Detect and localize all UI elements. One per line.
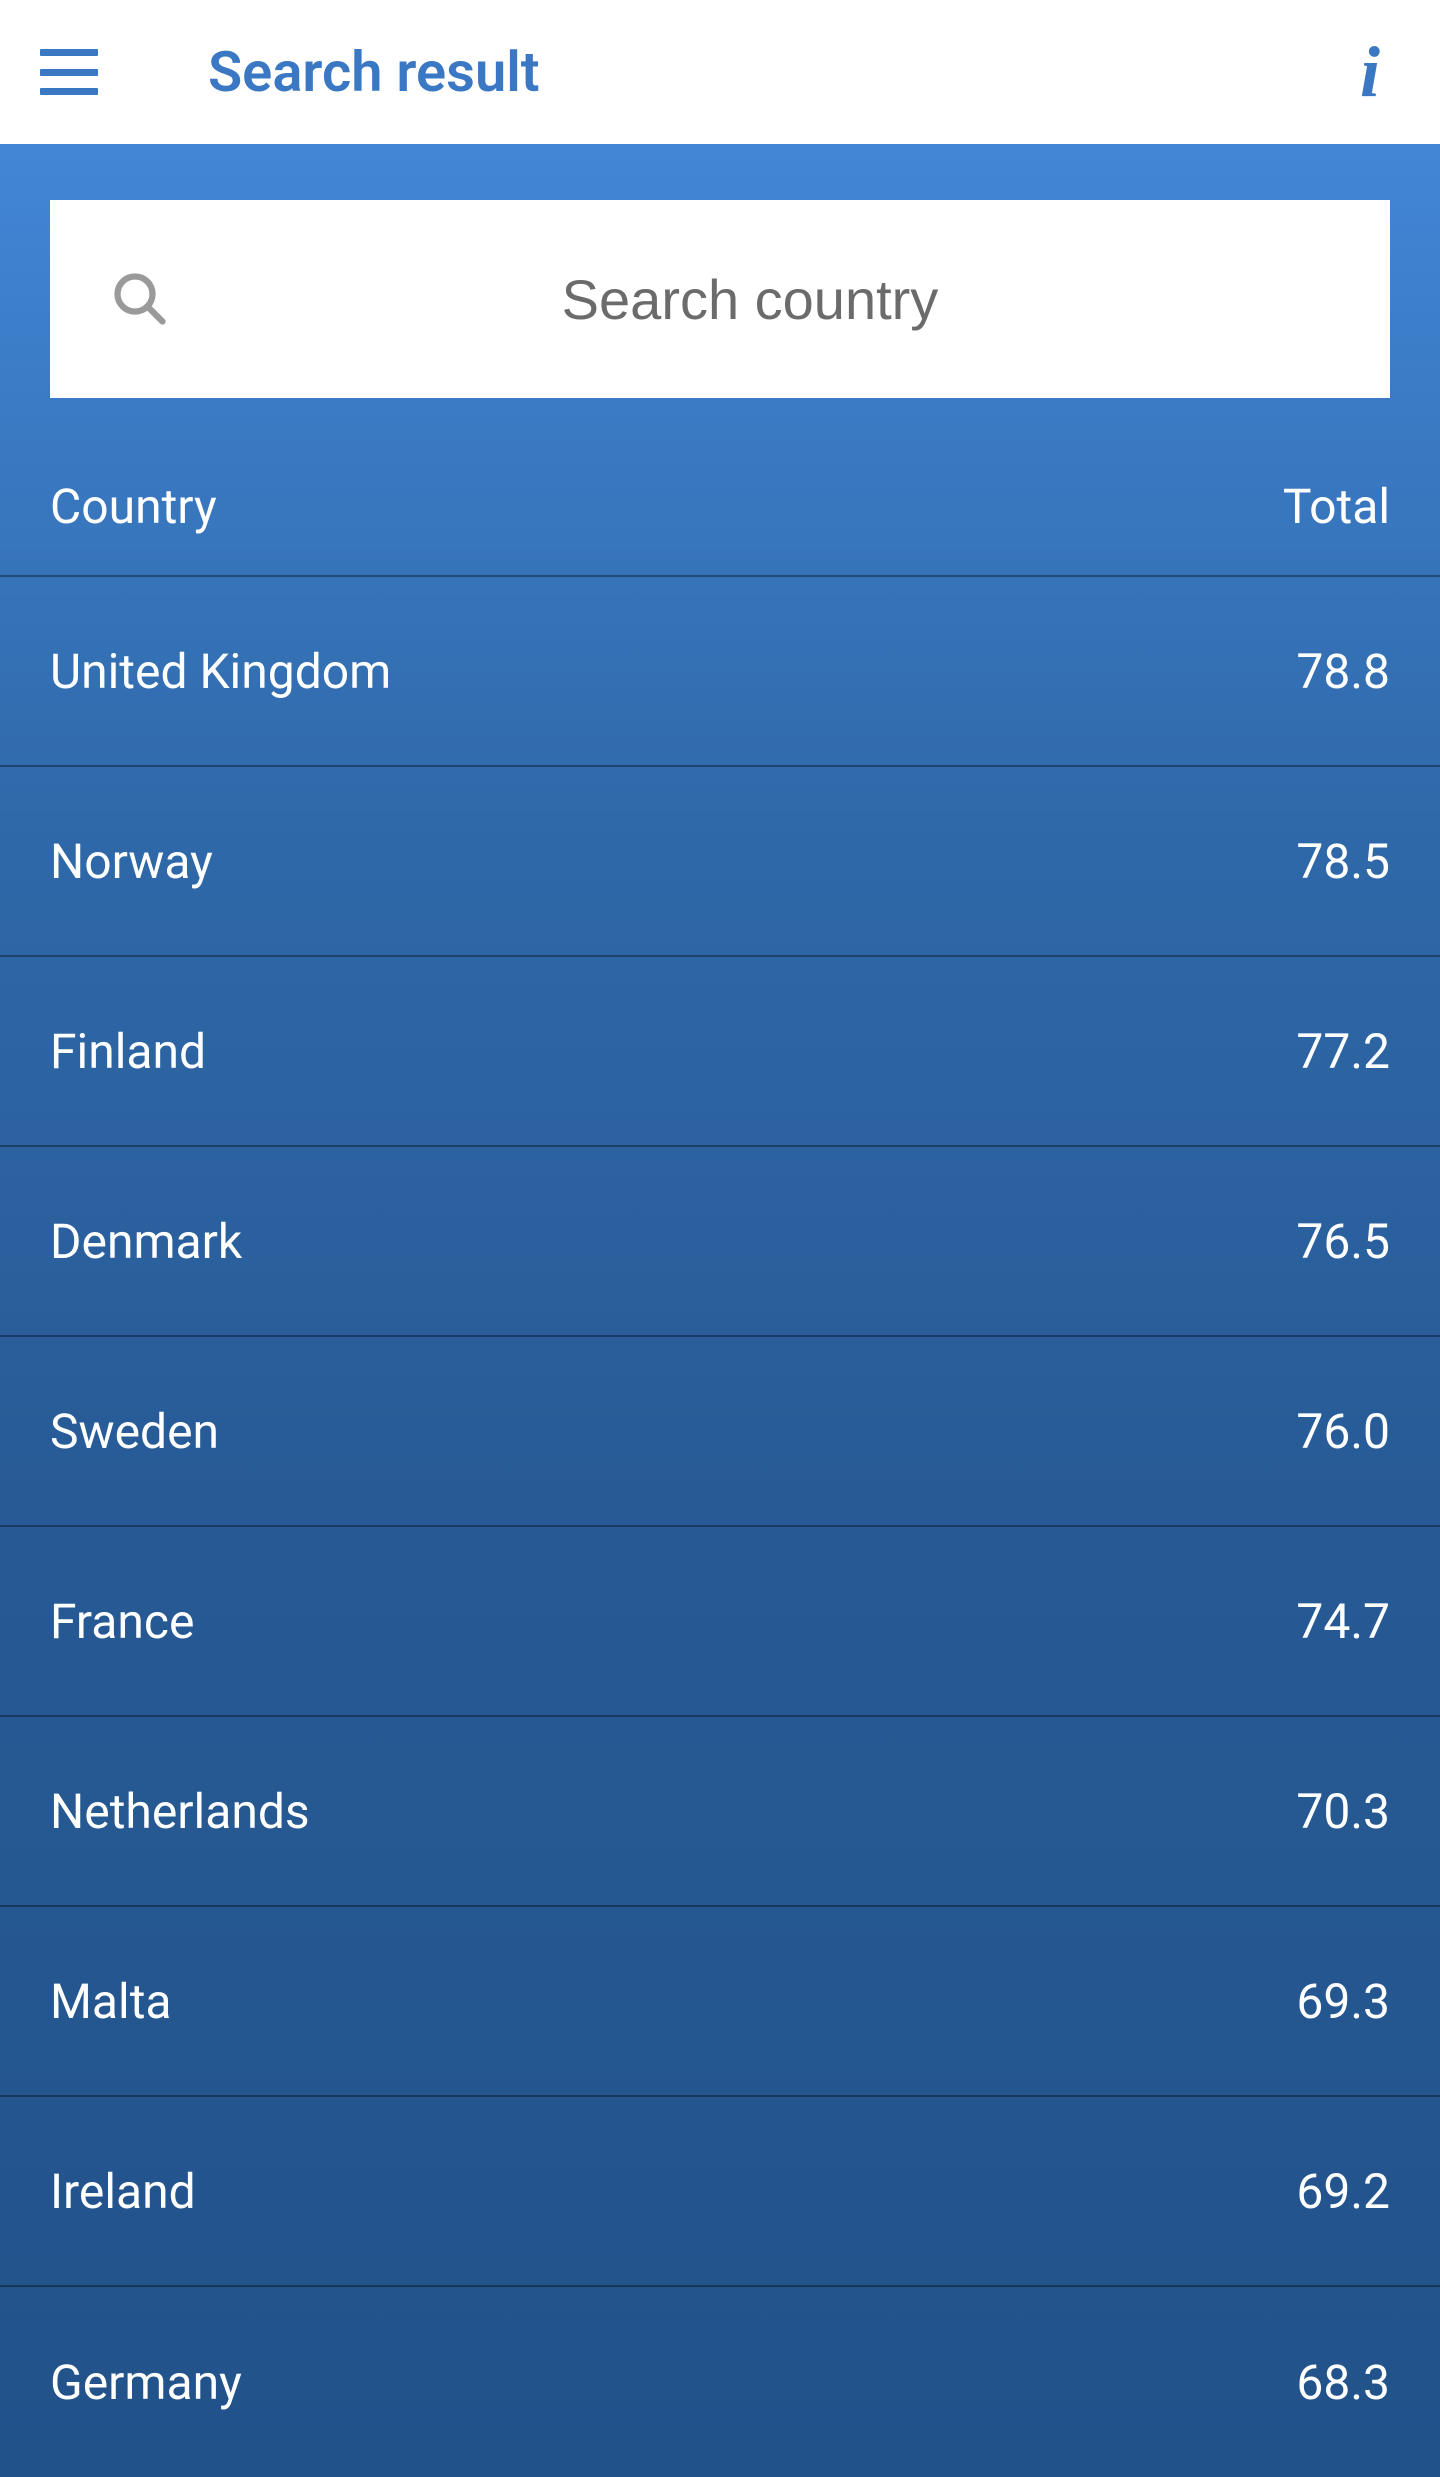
country-total: 76.0 [1296, 1403, 1390, 1460]
country-name: Germany [50, 2354, 242, 2411]
table-row[interactable]: Netherlands 70.3 [0, 1717, 1440, 1907]
table-row[interactable]: Finland 77.2 [0, 957, 1440, 1147]
country-name: Denmark [50, 1213, 242, 1270]
column-header-country: Country [50, 478, 217, 535]
country-name: Netherlands [50, 1783, 310, 1840]
result-list[interactable]: United Kingdom 78.8 Norway 78.5 Finland … [0, 577, 1440, 2477]
main-content: Country Total United Kingdom 78.8 Norway… [0, 144, 1440, 2477]
table-row[interactable]: France 74.7 [0, 1527, 1440, 1717]
country-total: 69.2 [1296, 2163, 1390, 2220]
search-container [0, 144, 1440, 448]
table-row[interactable]: Malta 69.3 [0, 1907, 1440, 2097]
country-total: 78.5 [1296, 833, 1390, 890]
country-total: 77.2 [1296, 1023, 1390, 1080]
country-total: 76.5 [1296, 1213, 1390, 1270]
table-row[interactable]: Norway 78.5 [0, 767, 1440, 957]
country-name: France [50, 1593, 194, 1650]
column-headers: Country Total [0, 448, 1440, 577]
country-name: Ireland [50, 2163, 196, 2220]
table-row[interactable]: Sweden 76.0 [0, 1337, 1440, 1527]
search-input[interactable] [170, 200, 1330, 398]
country-total: 70.3 [1296, 1783, 1390, 1840]
column-header-total: Total [1283, 478, 1390, 535]
country-name: Malta [50, 1973, 172, 2030]
country-total: 68.3 [1296, 2354, 1390, 2411]
country-name: Finland [50, 1023, 206, 1080]
info-icon[interactable]: i [1360, 36, 1380, 108]
page-title: Search result [208, 39, 540, 105]
menu-icon[interactable] [40, 49, 98, 95]
table-row[interactable]: United Kingdom 78.8 [0, 577, 1440, 767]
country-name: Sweden [50, 1403, 219, 1460]
table-row[interactable]: Ireland 69.2 [0, 2097, 1440, 2287]
app-root: Search result i Country Total [0, 0, 1440, 2477]
country-name: Norway [50, 833, 213, 890]
country-name: United Kingdom [50, 643, 391, 700]
search-icon [110, 269, 170, 329]
table-row[interactable]: Germany 68.3 [0, 2287, 1440, 2477]
search-box[interactable] [50, 200, 1390, 398]
country-total: 69.3 [1296, 1973, 1390, 2030]
country-total: 78.8 [1296, 643, 1390, 700]
table-row[interactable]: Denmark 76.5 [0, 1147, 1440, 1337]
header-bar: Search result i [0, 0, 1440, 144]
country-total: 74.7 [1296, 1593, 1390, 1650]
